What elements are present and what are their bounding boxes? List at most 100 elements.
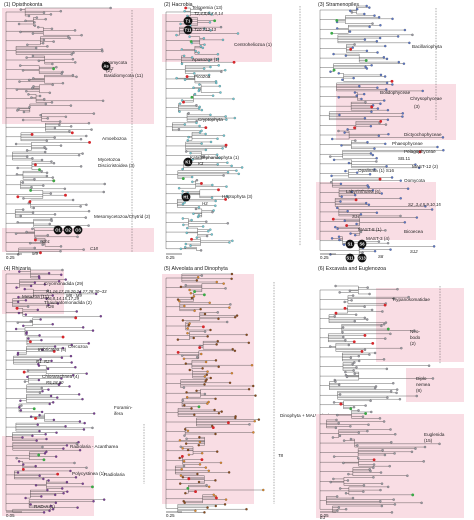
clade-label: Foramin- <box>114 405 133 410</box>
panel-p4: (4) Rhizaria Cryomonadida (29) R1,16,17,19… <box>2 266 145 518</box>
clade-label: MAST-3 (4) <box>366 236 390 241</box>
clade-label: S14 <box>352 214 360 219</box>
node-badge <box>345 239 355 249</box>
clade-label: Mycetozoa <box>98 157 121 162</box>
tip-markers <box>14 6 112 256</box>
clade-label: R5,18,20 <box>46 380 64 385</box>
clade-label: Picozoa <box>194 74 211 79</box>
panel-title: (4) Rhizaria <box>4 266 31 272</box>
clade-label-count: (2) <box>106 68 112 73</box>
clade-label: bodo <box>410 335 421 340</box>
clade-label: Trypanosomatidae <box>392 297 430 302</box>
clade-label: Haptophyta (3) <box>222 194 253 199</box>
node-badge <box>345 253 355 263</box>
panel-layer: (1) OpisthokontaAscomycota(2)As2Basidiom… <box>2 2 464 520</box>
node-badge-label: S13 <box>358 256 366 261</box>
clade-label: Telonemia (13) <box>192 5 223 10</box>
panel-title: (3) Stramenopiles <box>318 2 359 8</box>
clade-label: C18 <box>90 246 98 251</box>
node-badge <box>63 225 73 235</box>
node-badge-label: T1 <box>186 19 192 24</box>
clade-label: Oomycota <box>404 178 425 183</box>
clade-label: Discicristoidea (3) <box>98 163 135 168</box>
clade-label: Dinophyta + MALVs (51) <box>280 413 330 418</box>
clade-label: Bolidophyceae <box>380 90 411 95</box>
clade-label: Cryptophyta <box>198 117 223 122</box>
clade-label: Radiolaria <box>104 472 125 477</box>
node-badge-label: O2 <box>65 228 71 233</box>
node-badge <box>183 157 193 167</box>
clade-label: (8) <box>416 388 422 393</box>
node-badge-label: S1 <box>347 242 353 247</box>
node-badge <box>183 16 193 26</box>
clade-label: Thaumatomonadida (2) <box>44 300 92 305</box>
clade-label: E1 <box>320 515 326 520</box>
clade-label: S12 <box>410 249 418 254</box>
clade-label: Diplo <box>416 376 427 381</box>
clade-label: Ascomycota <box>102 60 127 65</box>
node-badge <box>181 192 191 202</box>
clade-label: Chrysophyceae <box>410 96 442 101</box>
panel-p1: (1) OpisthokontaAscomycota(2)As2Basidiom… <box>2 2 154 260</box>
tip-markers <box>175 6 244 252</box>
scale-label: 0.25 <box>166 255 175 260</box>
scale-label: 0.25 <box>6 255 15 260</box>
clade-label: (15) <box>424 438 433 443</box>
clade-label: R26 <box>46 304 54 309</box>
clade-label: Dictyochophyceae <box>404 132 442 137</box>
panel-p3: (3) Stramenopiles Bacillariophyta Bolidoph… <box>316 2 456 263</box>
clade-highlight <box>376 288 464 362</box>
node-badge-label: S11 <box>346 256 354 261</box>
clade-label: SB.11 <box>398 156 411 161</box>
node-badge <box>357 239 367 249</box>
clade-label: Amoebozoa <box>102 136 127 141</box>
clade-label: Chlorarachnea (4) <box>42 374 79 379</box>
panel-p5: (5) Alveolata and Dinophyta Dinophyta + M… <box>162 266 330 518</box>
clade-label: Bacillariophyta <box>412 44 442 49</box>
tip-markers <box>329 4 445 256</box>
clade-highlight <box>2 270 64 314</box>
scale-label: 0.05 <box>320 513 329 518</box>
clade-label: Ch1 <box>42 239 50 244</box>
clade-label: Pelagophyceae <box>404 149 436 154</box>
clade-label: R1 <box>36 359 42 364</box>
clade-label: R1,16,17,19,20,24,27,28,30~33 <box>46 289 107 294</box>
node-badge <box>53 225 63 235</box>
clade-label: MAST-8 (1) <box>358 227 382 232</box>
clade-label: Bicoecea <box>404 229 423 234</box>
panel-title: (5) Alveolata and Dinophyta <box>164 266 228 272</box>
clade-label: Centroheliozoa (1) <box>234 42 272 47</box>
clade-label: T10 T12,13 <box>194 27 217 32</box>
clade-label: RAD-A (1) <box>34 504 55 509</box>
clade-label: Metazoa (11) <box>22 294 49 299</box>
node-badge <box>357 253 367 263</box>
clade-label: T8 <box>278 453 284 458</box>
clade-highlight <box>162 274 254 504</box>
tree <box>5 7 111 255</box>
clade-label: Cryomonadida (29) <box>44 281 84 286</box>
clade-label: R2 <box>44 359 50 364</box>
clade-label: S2 ,3,4,5,9,10,15 <box>408 202 441 207</box>
tree <box>165 7 243 251</box>
clade-label: M8 - M9 <box>66 293 82 298</box>
tip-markers <box>329 284 441 514</box>
clade-label: Imbricatea (4) <box>38 347 67 352</box>
panel-p2: (2) Hacrobia Telonemia (13)T2,4,5,6,7,8,1… <box>162 2 301 260</box>
clade-label: Basidiomycota (11) <box>104 73 143 78</box>
clade-label: R6,8,14,15,17,29 <box>46 296 80 301</box>
clade-label: T2,4,5,6,7,8,14 <box>194 11 224 16</box>
node-badge <box>101 61 111 71</box>
panel-title: (2) Hacrobia <box>164 2 193 8</box>
tip-markers <box>14 268 106 514</box>
node-badge-label: O1 <box>55 228 61 233</box>
panel-p6: (6) Excavata and Euglenozoa Trypanosomati… <box>316 266 464 520</box>
tree <box>5 269 105 513</box>
clade-label: Opalinata (1) S16 <box>358 168 394 173</box>
clade-label: Cercozoa <box>68 344 88 349</box>
clade-label: Labyrinthulea (6) <box>346 189 381 194</box>
scale-label: 0.05 <box>6 513 15 518</box>
clade-label: Radiolaria - Acantharea <box>70 444 118 449</box>
panel-title: (1) Opisthokonta <box>4 2 42 8</box>
clade-label: Mesomycetozoa/Chytrid (2) <box>94 214 151 219</box>
